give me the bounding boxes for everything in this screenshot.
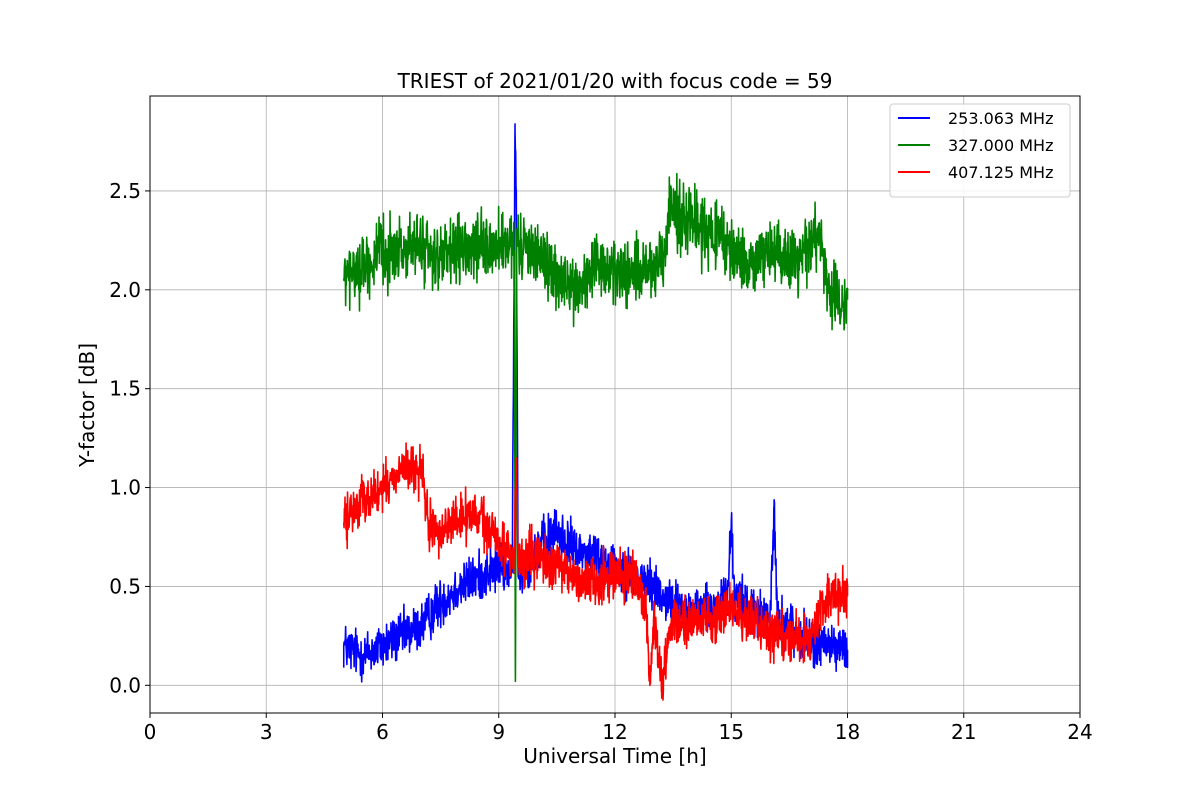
chart-title: TRIEST of 2021/01/20 with focus code = 5…: [397, 69, 833, 93]
x-tick-label: 15: [719, 720, 744, 744]
y-tick-label: 0.0: [109, 673, 141, 697]
legend-label-2: 327.000 MHz: [948, 136, 1053, 155]
x-tick-label: 12: [602, 720, 627, 744]
x-axis-label: Universal Time [h]: [523, 744, 706, 768]
y-axis-label: Y-factor [dB]: [75, 343, 99, 468]
legend: 253.063 MHz 327.000 MHz 407.125 MHz: [889, 103, 1071, 198]
axis-ticks: 0 3 6 9 12 15 18 21 24 0.0 0.5 1.0 1.5 2.0 2.5: [109, 179, 1093, 744]
y-tick-label: 1.5: [109, 377, 141, 401]
y-tick-label: 1.0: [109, 476, 141, 500]
x-tick-label: 9: [492, 720, 505, 744]
y-tick-label: 0.5: [109, 574, 141, 598]
series-line-3: [342, 442, 849, 701]
x-tick-label: 0: [144, 720, 157, 744]
series-line-2: [342, 172, 849, 683]
x-tick-label: 18: [835, 720, 860, 744]
x-tick-label: 6: [376, 720, 389, 744]
x-tick-label: 24: [1067, 720, 1092, 744]
legend-label-1: 253.063 MHz: [948, 109, 1053, 128]
legend-label-3: 407.125 MHz: [948, 163, 1053, 182]
x-tick-label: 21: [951, 720, 976, 744]
y-tick-label: 2.5: [109, 179, 141, 203]
series-line-1: [342, 123, 849, 683]
y-tick-label: 2.0: [109, 278, 141, 302]
series-lines: [342, 123, 849, 701]
legend-box: [889, 103, 1071, 198]
x-tick-label: 3: [260, 720, 273, 744]
